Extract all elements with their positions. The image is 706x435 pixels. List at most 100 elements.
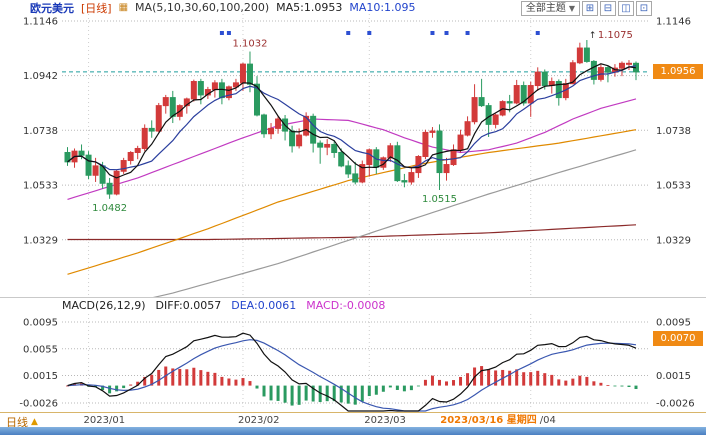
macd-bar [627,385,631,388]
macd-bar [311,385,315,402]
macd-diff-value: DIFF:0.0057 [155,299,222,312]
macd-bar [543,373,547,386]
up-triangle-icon: ▲ [31,417,38,427]
hsplit-layout-icon: ⊟ [603,3,613,14]
svg-text:-0.0026: -0.0026 [19,399,58,410]
svg-text:1.0738: 1.0738 [23,126,58,137]
candle [422,129,429,160]
macd-bar [178,368,182,386]
candle [338,148,345,168]
macd-bar [157,369,161,386]
event-marker-icon [430,31,435,35]
macd-bar [613,385,617,387]
macd-bar [206,371,210,386]
layout-quad-button[interactable]: ⊡ [636,1,652,16]
macd-bar [592,381,596,386]
chart-toolbar: 全部主题 ▼ ⊞ ⊟ ◫ ⊡ [520,1,652,16]
x-axis-date-label: 2023/01 [84,415,126,426]
macd-bar [550,374,554,386]
candle [478,78,485,107]
candle [611,64,618,77]
macd-bar [522,372,526,386]
macd-header: MACD(26,12,9) DIFF:0.0057 DEA:0.0061 MAC… [62,299,385,312]
macd-bar [466,373,470,386]
ma5-value: MA5:1.0953 [276,1,343,14]
macd-bar [234,379,238,386]
dea-line [67,339,637,412]
candle [569,60,576,85]
macd-bar [143,376,147,386]
ma-settings-label[interactable]: MA(5,10,30,60,100,200) [135,1,270,14]
macd-bar [557,379,561,386]
candle [457,129,464,153]
macd-bar [227,378,231,386]
macd-bar [255,385,259,389]
layout-vsplit-button[interactable]: ◫ [618,1,634,16]
svg-text:1.0942: 1.0942 [23,71,58,82]
event-marker-icon [226,31,231,35]
macd-bar [276,385,280,401]
macd-bar [269,385,273,401]
macd-dea-value: DEA:0.0061 [231,299,297,312]
axis-divider [0,412,706,413]
high-price-annotation: 1.1032 [232,39,267,50]
macd-bar [185,369,189,386]
layout-single-view-button[interactable]: ⊞ [582,1,598,16]
macd-bar [395,385,399,390]
candle [625,60,632,71]
panel-divider [0,297,706,298]
macd-bar [585,376,589,386]
candle [513,79,520,105]
macd-bar [459,376,463,386]
chart-header: 欧元美元 [日线] ▦ MA(5,10,30,60,100,200) MA5:1… [30,1,416,15]
candle [436,124,443,190]
theme-dropdown[interactable]: 全部主题 ▼ [520,1,580,16]
macd-bar [409,385,413,391]
svg-text:0.0055: 0.0055 [23,344,58,355]
chevron-down-icon: ▼ [568,4,575,13]
macd-bar [599,382,603,386]
macd-bar [515,369,519,386]
macd-bar [367,385,371,397]
macd-bar [220,376,224,386]
period-indicator[interactable]: 日线 ▲ [6,414,38,430]
candle [583,40,590,63]
macd-bar [339,385,343,403]
candle [275,116,282,134]
ma10-line [67,65,637,171]
candle [590,60,597,85]
svg-text:1.0329: 1.0329 [23,235,58,246]
candle [408,167,415,185]
candle [633,61,639,81]
ma200-line [67,224,637,241]
candle [120,157,127,174]
timeline-scrollbar[interactable] [0,427,706,435]
macd-bar [297,385,301,405]
macd-bar [381,385,385,392]
layout-hsplit-button[interactable]: ⊟ [600,1,616,16]
low-price-annotation: 1.0482 [92,203,127,214]
candle [239,62,246,91]
macd-bar [325,385,329,402]
candle [113,169,120,196]
candle [618,61,625,77]
svg-text:1.0329: 1.0329 [656,235,691,246]
candle [127,151,134,165]
svg-text:0.0015: 0.0015 [656,371,691,382]
candle [232,78,239,91]
candle [310,113,317,153]
event-marker-icon [444,31,449,35]
x-axis-labels: 2023/01 2023/02 2023/03/04 2023/03/16 星期四 [84,413,556,426]
ma30-line [67,98,637,200]
candle [197,78,204,105]
macd-bar [332,385,336,402]
candle [246,51,253,93]
selected-date-label: 2023/03/16 星期四 [440,413,536,426]
candle [268,123,275,140]
ma60-line [67,129,637,275]
vsplit-layout-icon: ◫ [621,3,631,14]
macd-settings-label[interactable]: MACD(26,12,9) [62,299,146,312]
x-axis-date-label: 2023/03 [364,415,406,426]
